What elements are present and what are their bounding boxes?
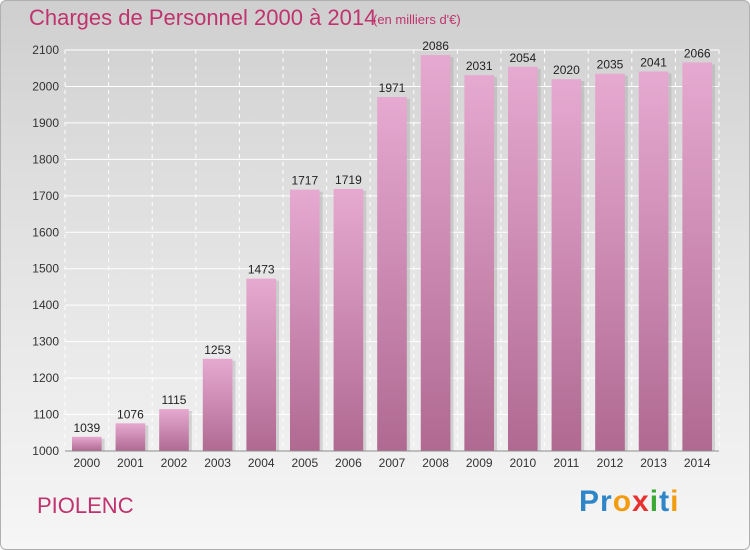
value-label: 1253 [204,343,231,357]
x-tick-label: 2008 [422,456,449,470]
value-label: 2035 [597,58,624,72]
x-tick-label: 2004 [248,456,275,470]
value-label: 2020 [553,63,580,77]
x-tick-label: 2014 [684,456,711,470]
value-label: 2041 [640,56,667,70]
x-tick-label: 2011 [553,456,579,470]
logo-letter: t [659,485,671,518]
value-label: 1719 [335,173,362,187]
x-tick-label: 2006 [335,456,362,470]
value-label: 2054 [509,51,536,65]
x-tick-label: 2009 [466,456,493,470]
logo-letter: i [649,485,660,518]
bar-2014 [682,62,713,452]
chart-subtitle: (en milliers d'€) [373,12,461,27]
y-tick-label: 1700 [32,189,59,203]
y-tick-label: 1400 [32,298,59,312]
bar-2006 [333,188,364,451]
bar-2013 [638,71,669,451]
value-label: 2066 [684,46,711,60]
y-tick-label: 2100 [32,43,59,57]
x-tick-label: 2007 [379,456,406,470]
x-tick-label: 2005 [291,456,318,470]
bar-2001 [115,423,146,451]
logo-letter: r [600,485,613,518]
commune-name: PIOLENC [37,493,134,518]
value-label: 1717 [291,174,318,188]
bar-2011 [551,79,582,451]
x-tick-label: 2000 [73,456,100,470]
value-label: 1971 [379,81,406,95]
bar-2012 [595,73,625,451]
x-tick-label: 2002 [161,456,188,470]
chart-title: Charges de Personnel 2000 à 2014 [29,5,377,30]
value-label: 1076 [117,407,144,421]
y-tick-label: 1100 [33,408,59,422]
bar-2002 [159,409,189,451]
y-tick-label: 1500 [32,262,59,276]
logo-letter: P [579,485,601,518]
y-tick-label: 1600 [32,225,59,239]
y-tick-label: 1300 [32,335,59,349]
y-tick-label: 1000 [32,444,59,458]
bar-2000 [71,436,102,451]
proxiti-logo[interactable]: Proxiti [579,485,679,519]
logo-letter: o [612,485,633,518]
x-tick-label: 2001 [117,456,144,470]
y-tick-label: 1800 [32,152,59,166]
bar-2010 [507,66,538,451]
y-tick-label: 1900 [32,116,59,130]
y-tick-label: 2000 [32,79,59,93]
bar-2008 [420,55,451,451]
logo-letter: i [670,485,680,518]
bar-2007 [377,97,407,451]
value-label: 1473 [248,263,275,277]
bar-2009 [464,75,495,452]
logo-letter: x [632,485,650,518]
x-tick-label: 2010 [509,456,536,470]
value-label: 1039 [73,421,100,435]
x-tick-label: 2013 [640,456,667,470]
value-label: 2031 [466,59,493,73]
bar-2005 [289,189,320,451]
y-tick-label: 1200 [32,371,59,385]
x-tick-label: 2003 [204,456,231,470]
value-label: 2086 [422,39,449,53]
x-tick-label: 2012 [597,456,624,470]
value-label: 1115 [162,393,187,407]
bar-2003 [202,358,233,451]
bar-2004 [246,278,277,451]
